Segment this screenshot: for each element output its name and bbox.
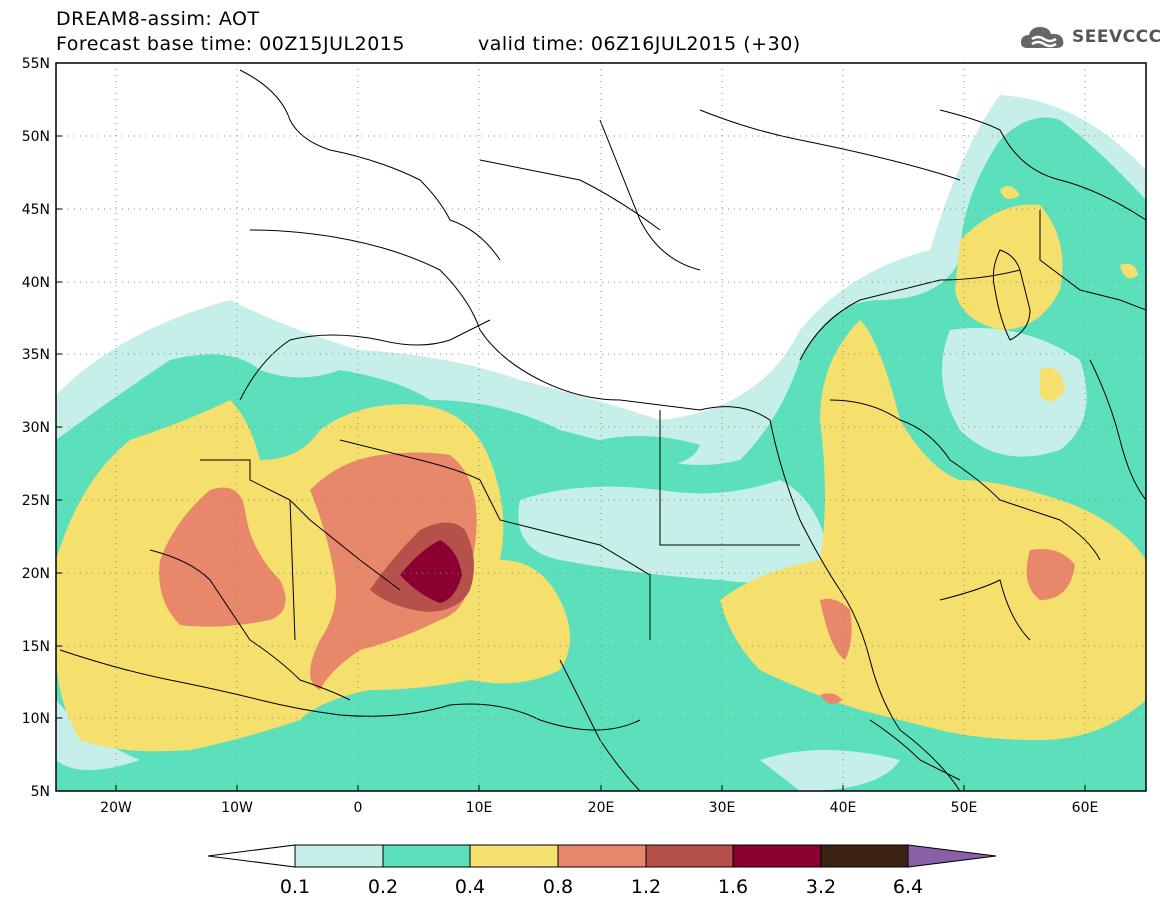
lon-label: 0 [354,800,363,816]
valid-time: valid time: 06Z16JUL2015 (+30) [478,33,801,55]
axis-ticks [56,135,1086,791]
lat-label: 30N [22,420,50,436]
forecast-base-time: Forecast base time: 00Z15JUL2015 [56,33,405,55]
cloud-icon [1020,27,1064,48]
colorbar-label: 3.2 [806,876,836,898]
colorbar-label: 0.1 [280,876,310,898]
gridlines [56,63,1146,791]
lat-label: 25N [22,493,50,509]
colorbar-label: 1.2 [631,876,661,898]
colorbar-label: 1.6 [718,876,748,898]
lat-label: 20N [22,566,50,582]
aot-level-0-1-patches [56,328,1087,791]
aot-field [56,63,1146,791]
lat-label: 10N [22,711,50,727]
colorbar [207,844,997,868]
lon-label: 50E [951,800,978,816]
colorbar-label: 6.4 [893,876,923,898]
colorbar-labels: 0.1 0.2 0.4 0.8 1.2 1.6 3.2 6.4 [280,876,923,898]
seevccc-logo: SEEVCCC [1018,22,1162,52]
colorbar-label: 0.2 [368,876,398,898]
lon-label: 10W [221,800,253,816]
colorbar-swatch [382,844,471,868]
colorbar-swatch [557,844,647,868]
logo-text: SEEVCCC [1072,27,1162,47]
lat-label: 55N [22,56,50,72]
lat-label: 40N [22,275,50,291]
latitude-labels: 55N 50N 45N 40N 35N 30N 25N 20N 15N 10N … [22,56,50,800]
colorbar-label: 0.8 [543,876,573,898]
lon-label: 60E [1072,800,1099,816]
lon-label: 30E [709,800,736,816]
lat-label: 35N [22,347,50,363]
colorbar-swatch [294,844,384,868]
colorbar-swatch [645,844,734,868]
lat-label: 45N [22,202,50,218]
colorbar-swatch [732,844,822,868]
caspian-sea-outline [992,249,1031,341]
colorbar-swatch [469,844,559,868]
aot-level-1-6 [400,540,462,603]
colorbar-swatch [820,844,909,868]
colorbar-low-arrow [207,844,296,868]
lon-label: 20E [588,800,615,816]
map-title: DREAM8-assim: AOT [56,8,260,30]
colorbar-high-arrow [907,844,997,868]
lat-label: 50N [22,129,50,145]
colorbar-label: 0.4 [455,876,485,898]
lon-label: 20W [100,800,132,816]
longitude-labels: 20W 10W 0 10E 20E 30E 40E 50E 60E [100,800,1098,816]
lat-label: 15N [22,639,50,655]
lat-label: 5N [31,784,50,800]
lon-label: 10E [466,800,493,816]
country-borders [59,69,1146,791]
lon-label: 40E [830,800,857,816]
